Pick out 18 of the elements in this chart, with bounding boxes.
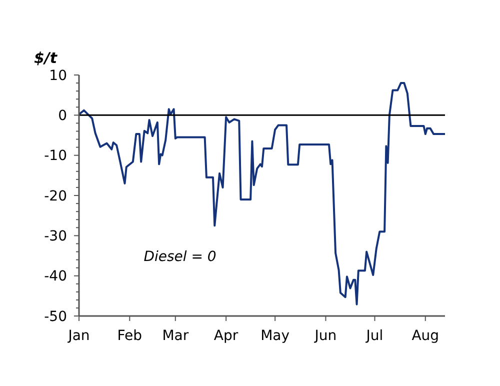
y-tick-label: -20 xyxy=(44,188,67,204)
annotation: Diesel = 0 xyxy=(144,249,216,265)
x-tick-label: May xyxy=(260,328,290,344)
x-tick-label: Jun xyxy=(314,328,337,344)
x-tick-label: Aug xyxy=(412,328,440,344)
y-tick-label: 10 xyxy=(49,68,67,84)
x-tick-label: Mar xyxy=(162,328,189,344)
y-tick-label: -50 xyxy=(44,308,67,325)
x-tick-label: Apr xyxy=(214,328,238,344)
line-series xyxy=(78,82,446,306)
y-tick-label: -40 xyxy=(44,268,67,285)
x-tick-label: Jan xyxy=(67,328,90,344)
x-tick-label: Feb xyxy=(117,328,142,344)
y-axis-title: $/t xyxy=(34,49,58,67)
y-tick-label: -30 xyxy=(44,228,67,245)
x-tick-label: Jul xyxy=(365,328,384,344)
y-tick-label: 0 xyxy=(58,108,67,124)
y-tick-label: -10 xyxy=(44,148,67,164)
